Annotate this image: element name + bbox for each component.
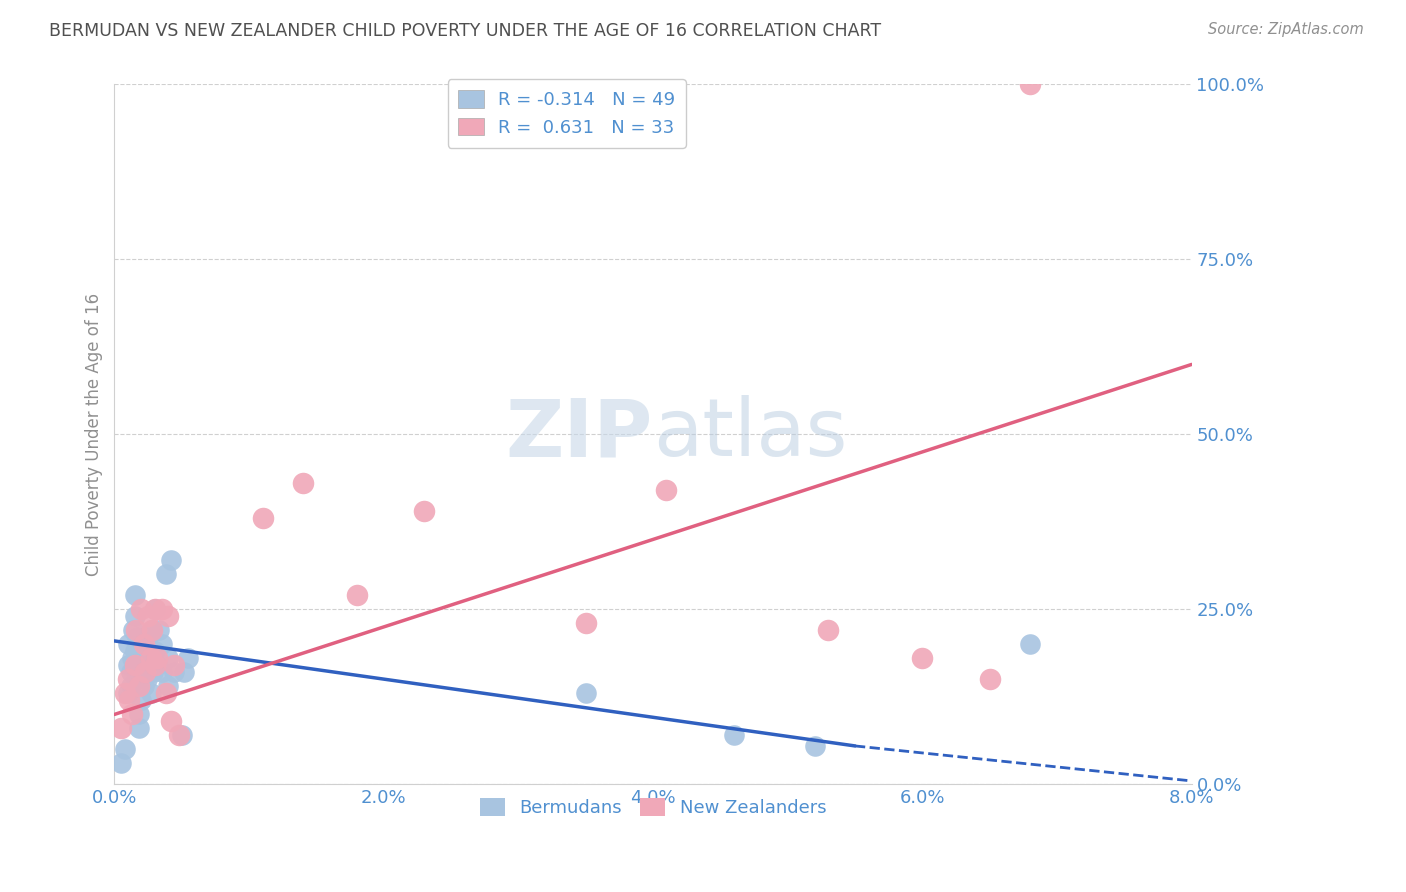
Point xyxy=(167,728,190,742)
Point xyxy=(575,616,598,631)
Point xyxy=(148,624,170,638)
Point xyxy=(146,658,169,673)
Point xyxy=(131,693,153,707)
Point xyxy=(911,651,934,665)
Point xyxy=(128,722,150,736)
Text: Source: ZipAtlas.com: Source: ZipAtlas.com xyxy=(1208,22,1364,37)
Point xyxy=(124,609,146,624)
Point xyxy=(128,658,150,673)
Point xyxy=(157,609,180,624)
Point xyxy=(575,686,598,700)
Point xyxy=(128,680,150,694)
Point xyxy=(346,589,368,603)
Point xyxy=(155,686,177,700)
Point xyxy=(110,756,132,771)
Point xyxy=(122,624,145,638)
Point xyxy=(117,673,139,687)
Point xyxy=(655,483,678,498)
Point xyxy=(117,637,139,651)
Point xyxy=(252,511,274,525)
Point xyxy=(118,693,141,707)
Point xyxy=(146,651,169,665)
Point xyxy=(1019,78,1042,92)
Point xyxy=(723,728,745,742)
Point xyxy=(121,651,143,665)
Point xyxy=(177,651,200,665)
Point xyxy=(160,553,183,567)
Point xyxy=(132,680,155,694)
Point xyxy=(120,665,142,680)
Point xyxy=(131,602,153,616)
Point xyxy=(120,680,142,694)
Point xyxy=(150,665,173,680)
Point xyxy=(157,680,180,694)
Legend: Bermudans, New Zealanders: Bermudans, New Zealanders xyxy=(472,791,834,824)
Point xyxy=(141,624,163,638)
Point xyxy=(114,742,136,756)
Point xyxy=(125,624,148,638)
Point xyxy=(163,665,186,680)
Point xyxy=(413,504,436,518)
Point xyxy=(142,665,165,680)
Point xyxy=(143,644,166,658)
Text: BERMUDAN VS NEW ZEALANDER CHILD POVERTY UNDER THE AGE OF 16 CORRELATION CHART: BERMUDAN VS NEW ZEALANDER CHILD POVERTY … xyxy=(49,22,882,40)
Point xyxy=(157,651,180,665)
Text: atlas: atlas xyxy=(652,395,848,474)
Point xyxy=(155,567,177,582)
Point xyxy=(141,624,163,638)
Point xyxy=(110,722,132,736)
Point xyxy=(124,589,146,603)
Point xyxy=(143,602,166,616)
Point xyxy=(134,665,156,680)
Point xyxy=(134,637,156,651)
Point xyxy=(125,673,148,687)
Point xyxy=(163,658,186,673)
Point xyxy=(117,658,139,673)
Point xyxy=(170,728,193,742)
Point xyxy=(817,624,839,638)
Point xyxy=(131,637,153,651)
Point xyxy=(132,651,155,665)
Point xyxy=(138,651,160,665)
Point xyxy=(141,658,163,673)
Point xyxy=(139,651,162,665)
Point xyxy=(173,665,195,680)
Point xyxy=(132,637,155,651)
Point xyxy=(114,686,136,700)
Point xyxy=(121,707,143,722)
Point xyxy=(124,658,146,673)
Point xyxy=(131,665,153,680)
Point xyxy=(291,476,314,491)
Point xyxy=(128,707,150,722)
Point xyxy=(117,686,139,700)
Point xyxy=(1019,637,1042,651)
Point xyxy=(139,686,162,700)
Point xyxy=(124,644,146,658)
Point xyxy=(150,637,173,651)
Point xyxy=(143,658,166,673)
Text: ZIP: ZIP xyxy=(506,395,652,474)
Point xyxy=(136,631,159,645)
Point xyxy=(803,739,825,753)
Point xyxy=(136,665,159,680)
Point xyxy=(127,631,149,645)
Point xyxy=(979,673,1001,687)
Point xyxy=(143,602,166,616)
Point xyxy=(150,602,173,616)
Point xyxy=(136,609,159,624)
Point xyxy=(160,714,183,729)
Point xyxy=(135,673,157,687)
Y-axis label: Child Poverty Under the Age of 16: Child Poverty Under the Age of 16 xyxy=(86,293,103,576)
